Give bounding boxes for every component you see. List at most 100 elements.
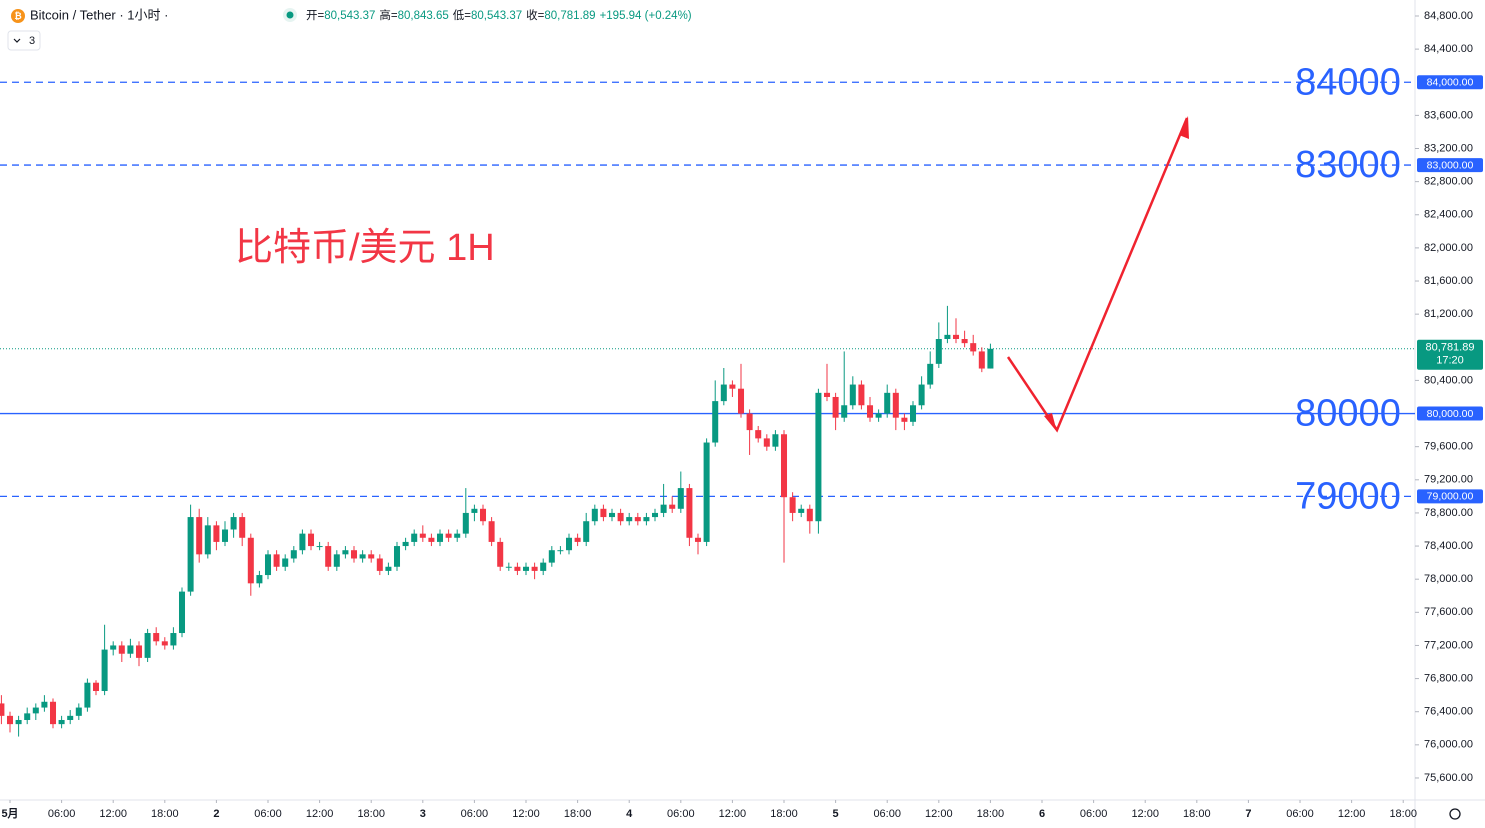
y-tick-label: 80,400.00 xyxy=(1424,374,1473,386)
candle-body xyxy=(892,392,899,418)
x-tick-label: 2 xyxy=(213,808,219,820)
candle-body xyxy=(49,701,57,725)
bitcoin-icon-glyph: ₿ xyxy=(14,11,21,21)
x-tick-label: 5 xyxy=(833,808,839,820)
chevron xyxy=(13,38,21,43)
candle-body xyxy=(712,401,719,443)
candle-body xyxy=(436,533,444,542)
candle-body xyxy=(368,554,375,559)
candle-body xyxy=(342,550,349,555)
candle-body xyxy=(0,703,5,716)
level-badge xyxy=(1417,75,1483,90)
candle-body xyxy=(548,550,555,563)
candle-body xyxy=(540,562,547,571)
candle-body xyxy=(978,351,985,369)
candle-body xyxy=(428,537,435,542)
x-tick-label: 18:00 xyxy=(564,808,592,820)
arrow-head xyxy=(1179,116,1189,139)
last-price-badge xyxy=(1417,339,1483,370)
candle-body xyxy=(918,384,925,406)
candle-body xyxy=(815,392,822,522)
candle-body xyxy=(651,512,659,518)
candle-body xyxy=(178,591,186,634)
candle-body xyxy=(910,405,917,422)
level-label: 84000 xyxy=(1295,61,1401,103)
candle-body xyxy=(824,392,831,397)
candle-body xyxy=(221,529,229,542)
candle-body xyxy=(58,719,65,725)
y-tick-label: 82,400.00 xyxy=(1424,209,1473,221)
candle-body xyxy=(67,715,74,720)
last-price-label: 80,781.89 xyxy=(1426,342,1475,354)
candle-body xyxy=(849,384,856,406)
candle-body xyxy=(677,488,684,509)
candle-body xyxy=(445,533,452,538)
x-tick-label: 18:00 xyxy=(357,808,385,820)
plot-area xyxy=(0,81,1415,737)
level-badge-label: 80,000.00 xyxy=(1427,408,1474,420)
candle-body xyxy=(118,645,125,654)
x-tick-label: 18:00 xyxy=(977,808,1005,820)
x-tick-label: 4 xyxy=(626,808,633,820)
y-tick-label: 78,400.00 xyxy=(1424,540,1473,552)
level-badge xyxy=(1417,406,1483,421)
x-tick-label: 18:00 xyxy=(1183,808,1211,820)
candle-body xyxy=(574,537,581,542)
candle-body xyxy=(230,517,237,530)
legend-text: 收= xyxy=(526,8,544,22)
settings-icon[interactable] xyxy=(1449,808,1461,820)
candle-body xyxy=(32,707,39,714)
candle-body xyxy=(497,541,504,567)
candle-body xyxy=(755,430,762,439)
x-tick-label: 3 xyxy=(420,808,426,820)
forecast-arrow xyxy=(1006,117,1189,433)
x-tick-label: 6 xyxy=(1039,808,1045,820)
legend-text: 80,543.37 xyxy=(471,10,522,22)
symbol-title[interactable]: Bitcoin / Tether · 1小时 · xyxy=(30,7,168,22)
level-label: 79000 xyxy=(1295,475,1401,517)
indicator-toggle[interactable] xyxy=(7,30,41,51)
candle-body xyxy=(858,384,865,406)
countdown: 17:20 xyxy=(1436,355,1464,367)
ohlc-legend: 开=80,543.37 高=80,843.65 低=80,543.37 收=80,78… xyxy=(306,8,692,22)
candle-body xyxy=(170,633,177,646)
x-tick-label: 12:00 xyxy=(306,808,334,820)
x-tick-label: 18:00 xyxy=(1389,808,1417,820)
candle-body xyxy=(127,645,134,654)
candle-body xyxy=(393,546,401,567)
candle-body xyxy=(273,554,280,567)
y-tick-label: 79,600.00 xyxy=(1424,441,1473,453)
x-tick-label: 06:00 xyxy=(1286,808,1314,820)
legend-text: 低= xyxy=(453,9,471,22)
candle-body xyxy=(161,641,168,646)
candle-body xyxy=(694,537,702,542)
y-tick-label: 76,000.00 xyxy=(1424,739,1473,751)
candle-body xyxy=(402,541,409,547)
legend-text: 高= xyxy=(379,8,397,22)
candle-body xyxy=(101,649,108,692)
indicator-count: 3 xyxy=(29,35,35,47)
y-tick-label: 78,800.00 xyxy=(1424,507,1473,519)
candle-body xyxy=(299,533,306,551)
candle-body xyxy=(213,525,220,542)
x-tick-label: 5月 xyxy=(1,807,18,820)
candle-body xyxy=(944,334,951,339)
candle-body xyxy=(471,508,478,513)
candle-body xyxy=(411,533,418,542)
y-tick-label: 77,200.00 xyxy=(1424,639,1473,651)
x-tick-label: 12:00 xyxy=(1131,808,1159,820)
candle-body xyxy=(531,566,538,571)
candle-body xyxy=(333,554,340,567)
candle-body xyxy=(359,554,366,559)
x-tick-label: 06:00 xyxy=(873,808,901,820)
candle-body xyxy=(316,546,323,548)
candle-body xyxy=(92,682,100,692)
candle-body xyxy=(505,566,512,568)
candle-body xyxy=(781,434,788,498)
x-tick-label: 06:00 xyxy=(461,808,489,820)
candle-body xyxy=(686,488,693,538)
candle-body xyxy=(290,550,297,559)
y-tick-label: 81,600.00 xyxy=(1424,275,1473,287)
y-tick-label: 77,600.00 xyxy=(1424,606,1473,618)
y-tick-label: 82,000.00 xyxy=(1424,242,1473,254)
